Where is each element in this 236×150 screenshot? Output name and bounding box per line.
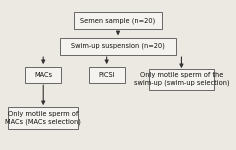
- Text: Only motile sperm of
MACs (MACs selection): Only motile sperm of MACs (MACs selectio…: [5, 111, 81, 125]
- FancyBboxPatch shape: [60, 38, 176, 55]
- FancyBboxPatch shape: [25, 67, 61, 83]
- FancyBboxPatch shape: [88, 67, 125, 83]
- Text: PICSI: PICSI: [98, 72, 115, 78]
- Text: Only motile sperm of the
swim-up (swim-up selection): Only motile sperm of the swim-up (swim-u…: [134, 72, 229, 86]
- FancyBboxPatch shape: [8, 107, 78, 129]
- Text: Swim-up suspension (n=20): Swim-up suspension (n=20): [71, 43, 165, 50]
- Text: Semen sample (n=20): Semen sample (n=20): [80, 17, 156, 24]
- FancyBboxPatch shape: [74, 12, 162, 29]
- FancyBboxPatch shape: [149, 69, 214, 90]
- Text: MACs: MACs: [34, 72, 52, 78]
